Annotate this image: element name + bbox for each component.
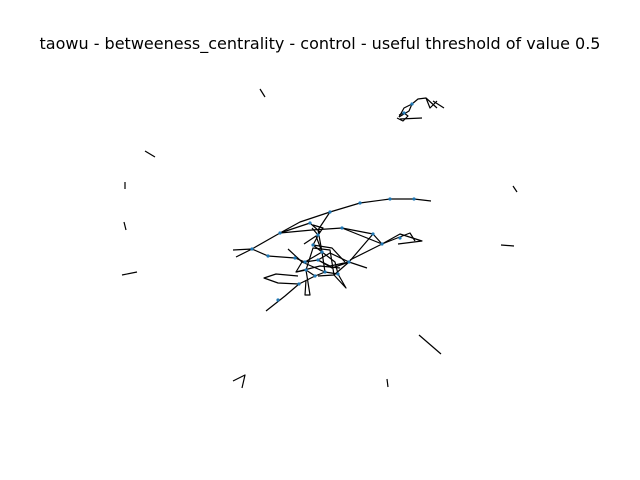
edge (295, 265, 341, 273)
node (347, 260, 351, 264)
node (371, 232, 375, 236)
edge (398, 103, 413, 118)
edge (263, 273, 300, 285)
edge (512, 185, 518, 193)
node (340, 226, 344, 230)
node (323, 270, 327, 274)
node (278, 231, 282, 235)
edge (500, 244, 515, 247)
edge (251, 222, 311, 250)
edge (349, 243, 383, 261)
node (380, 242, 384, 246)
edge (144, 150, 156, 158)
edge (432, 100, 445, 109)
edge (305, 247, 335, 277)
edge (425, 97, 438, 109)
node (320, 250, 324, 254)
node (297, 282, 301, 286)
node (402, 111, 406, 115)
edge (348, 233, 374, 269)
edge (232, 248, 253, 258)
edge (386, 378, 389, 388)
node (250, 247, 254, 251)
node (316, 233, 320, 237)
node (311, 243, 315, 247)
graph-edges (121, 88, 518, 389)
node (336, 272, 340, 276)
edge (321, 251, 339, 275)
edge (123, 221, 127, 231)
node (293, 256, 297, 260)
edge (279, 198, 432, 234)
node (308, 221, 312, 225)
node (266, 254, 270, 258)
edge (265, 283, 300, 312)
edge (396, 112, 409, 122)
edge (259, 88, 266, 98)
node (313, 274, 317, 278)
edge (399, 117, 423, 120)
node (316, 258, 320, 262)
node (328, 210, 332, 214)
node (276, 298, 280, 302)
node (358, 201, 362, 205)
edge (232, 374, 246, 389)
edge (304, 269, 311, 296)
node (410, 102, 414, 106)
edge (121, 271, 138, 276)
edge (317, 259, 350, 267)
edge (301, 261, 350, 289)
node (388, 197, 392, 201)
edge (312, 244, 346, 263)
figure-title: taowu - betweeness_centrality - control … (39, 34, 601, 53)
node (303, 260, 307, 264)
node (398, 236, 402, 240)
edge (418, 334, 442, 355)
graph-nodes (250, 102, 416, 302)
edge (311, 224, 324, 236)
edge (381, 232, 416, 245)
edge (398, 97, 438, 118)
edge (251, 248, 296, 259)
node (412, 197, 416, 201)
node (304, 268, 308, 272)
